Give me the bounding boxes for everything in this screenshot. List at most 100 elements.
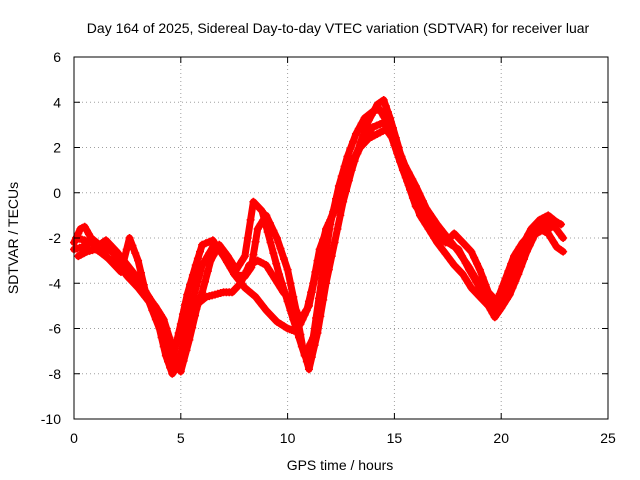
data-point	[465, 265, 474, 274]
data-point	[266, 238, 275, 247]
data-point	[346, 145, 355, 154]
data-point	[134, 256, 143, 265]
series-trace-b	[70, 95, 566, 378]
y-tick-label: -10	[41, 411, 61, 427]
data-point	[212, 246, 221, 255]
data-point	[165, 333, 174, 342]
data-point	[273, 279, 282, 288]
data-point	[349, 137, 358, 146]
data-point	[515, 243, 524, 252]
data-point	[322, 224, 331, 233]
data-point	[302, 357, 311, 366]
data-point	[309, 333, 318, 342]
data-point	[501, 274, 510, 283]
data-point	[176, 319, 185, 328]
data-point	[313, 261, 322, 270]
data-point	[270, 274, 279, 283]
data-point	[130, 274, 139, 283]
data-point	[251, 292, 260, 301]
data-point	[151, 301, 160, 310]
data-point	[191, 311, 200, 320]
data-point	[504, 267, 513, 276]
y-tick-label: 0	[53, 185, 61, 201]
data-point	[232, 265, 241, 274]
data-point	[265, 310, 274, 319]
data-point	[458, 270, 467, 279]
data-point	[80, 236, 89, 245]
data-point	[290, 303, 299, 312]
data-point	[525, 241, 534, 250]
y-tick-label: -4	[49, 275, 62, 291]
data-point	[310, 274, 319, 283]
data-point	[119, 256, 128, 265]
data-point	[297, 342, 306, 351]
data-point	[319, 237, 328, 246]
data-point	[176, 367, 185, 376]
data-point	[265, 265, 274, 274]
data-point	[510, 252, 519, 261]
data-point	[296, 315, 305, 324]
data-point	[161, 351, 170, 360]
data-point	[98, 242, 107, 251]
data-point	[336, 191, 345, 200]
data-point	[275, 270, 284, 279]
data-point	[327, 252, 336, 261]
gridlines	[74, 57, 608, 419]
data-point	[381, 116, 390, 125]
data-point	[276, 283, 285, 292]
data-point	[314, 294, 323, 303]
data-point	[292, 324, 301, 333]
data-point	[333, 224, 342, 233]
data-point	[257, 206, 266, 215]
data-point	[126, 270, 135, 279]
data-point	[201, 277, 210, 286]
data-point	[343, 152, 352, 161]
data-point	[501, 292, 510, 301]
data-point	[258, 301, 267, 310]
data-point	[196, 247, 205, 256]
data-point	[330, 238, 339, 247]
y-axis-tick-labels: -10 -8 -6 -4 -2 0 2 4 6	[41, 49, 61, 427]
data-point	[464, 279, 473, 288]
data-point	[239, 273, 248, 282]
y-tick-label: -6	[49, 321, 62, 337]
data-point	[209, 251, 218, 260]
series-line	[74, 125, 567, 375]
data-point	[498, 282, 507, 291]
data-point	[125, 234, 134, 242]
data-point	[226, 256, 235, 265]
data-point	[470, 253, 479, 262]
plot-area	[70, 95, 568, 378]
data-point	[183, 290, 192, 299]
data-point	[461, 258, 470, 267]
data-point	[398, 157, 407, 166]
data-point	[396, 150, 405, 159]
data-point	[304, 365, 313, 374]
data-point	[139, 280, 148, 289]
data-point	[260, 217, 269, 226]
data-point	[238, 256, 247, 265]
data-point	[410, 187, 419, 196]
data-point	[316, 249, 325, 258]
data-point	[492, 297, 501, 306]
data-point	[280, 255, 289, 264]
data-point	[84, 237, 93, 246]
data-point	[188, 323, 197, 332]
data-point	[549, 238, 558, 247]
data-point	[418, 206, 427, 215]
data-point	[467, 247, 476, 256]
data-point	[307, 288, 316, 297]
data-point	[286, 279, 295, 288]
data-point	[302, 306, 311, 315]
data-point	[294, 333, 303, 342]
data-point	[116, 267, 125, 276]
data-point	[236, 279, 245, 288]
x-tick-label: 20	[493, 430, 509, 446]
data-point	[192, 282, 201, 291]
data-point	[128, 241, 137, 250]
x-tick-label: 10	[280, 430, 296, 446]
data-point	[379, 95, 388, 104]
y-axis-title: SDTVAR / TECUs	[5, 182, 21, 294]
data-point	[454, 245, 463, 254]
